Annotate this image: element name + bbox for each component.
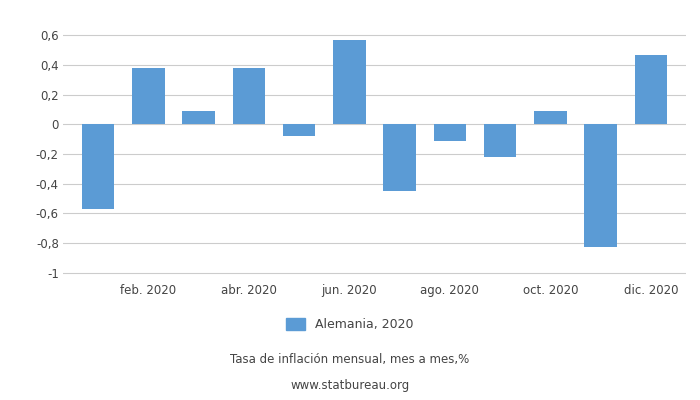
- Bar: [433, 124, 466, 141]
- Bar: [534, 111, 567, 124]
- Bar: [82, 124, 115, 209]
- Bar: [232, 68, 265, 124]
- Text: Tasa de inflación mensual, mes a mes,%: Tasa de inflación mensual, mes a mes,%: [230, 353, 470, 366]
- Bar: [132, 68, 164, 124]
- Bar: [484, 124, 517, 157]
- Legend: Alemania, 2020: Alemania, 2020: [286, 318, 414, 331]
- Bar: [634, 55, 667, 124]
- Text: www.statbureau.org: www.statbureau.org: [290, 379, 410, 392]
- Bar: [283, 124, 316, 136]
- Bar: [384, 124, 416, 191]
- Bar: [333, 40, 365, 124]
- Bar: [584, 124, 617, 247]
- Bar: [182, 111, 215, 124]
